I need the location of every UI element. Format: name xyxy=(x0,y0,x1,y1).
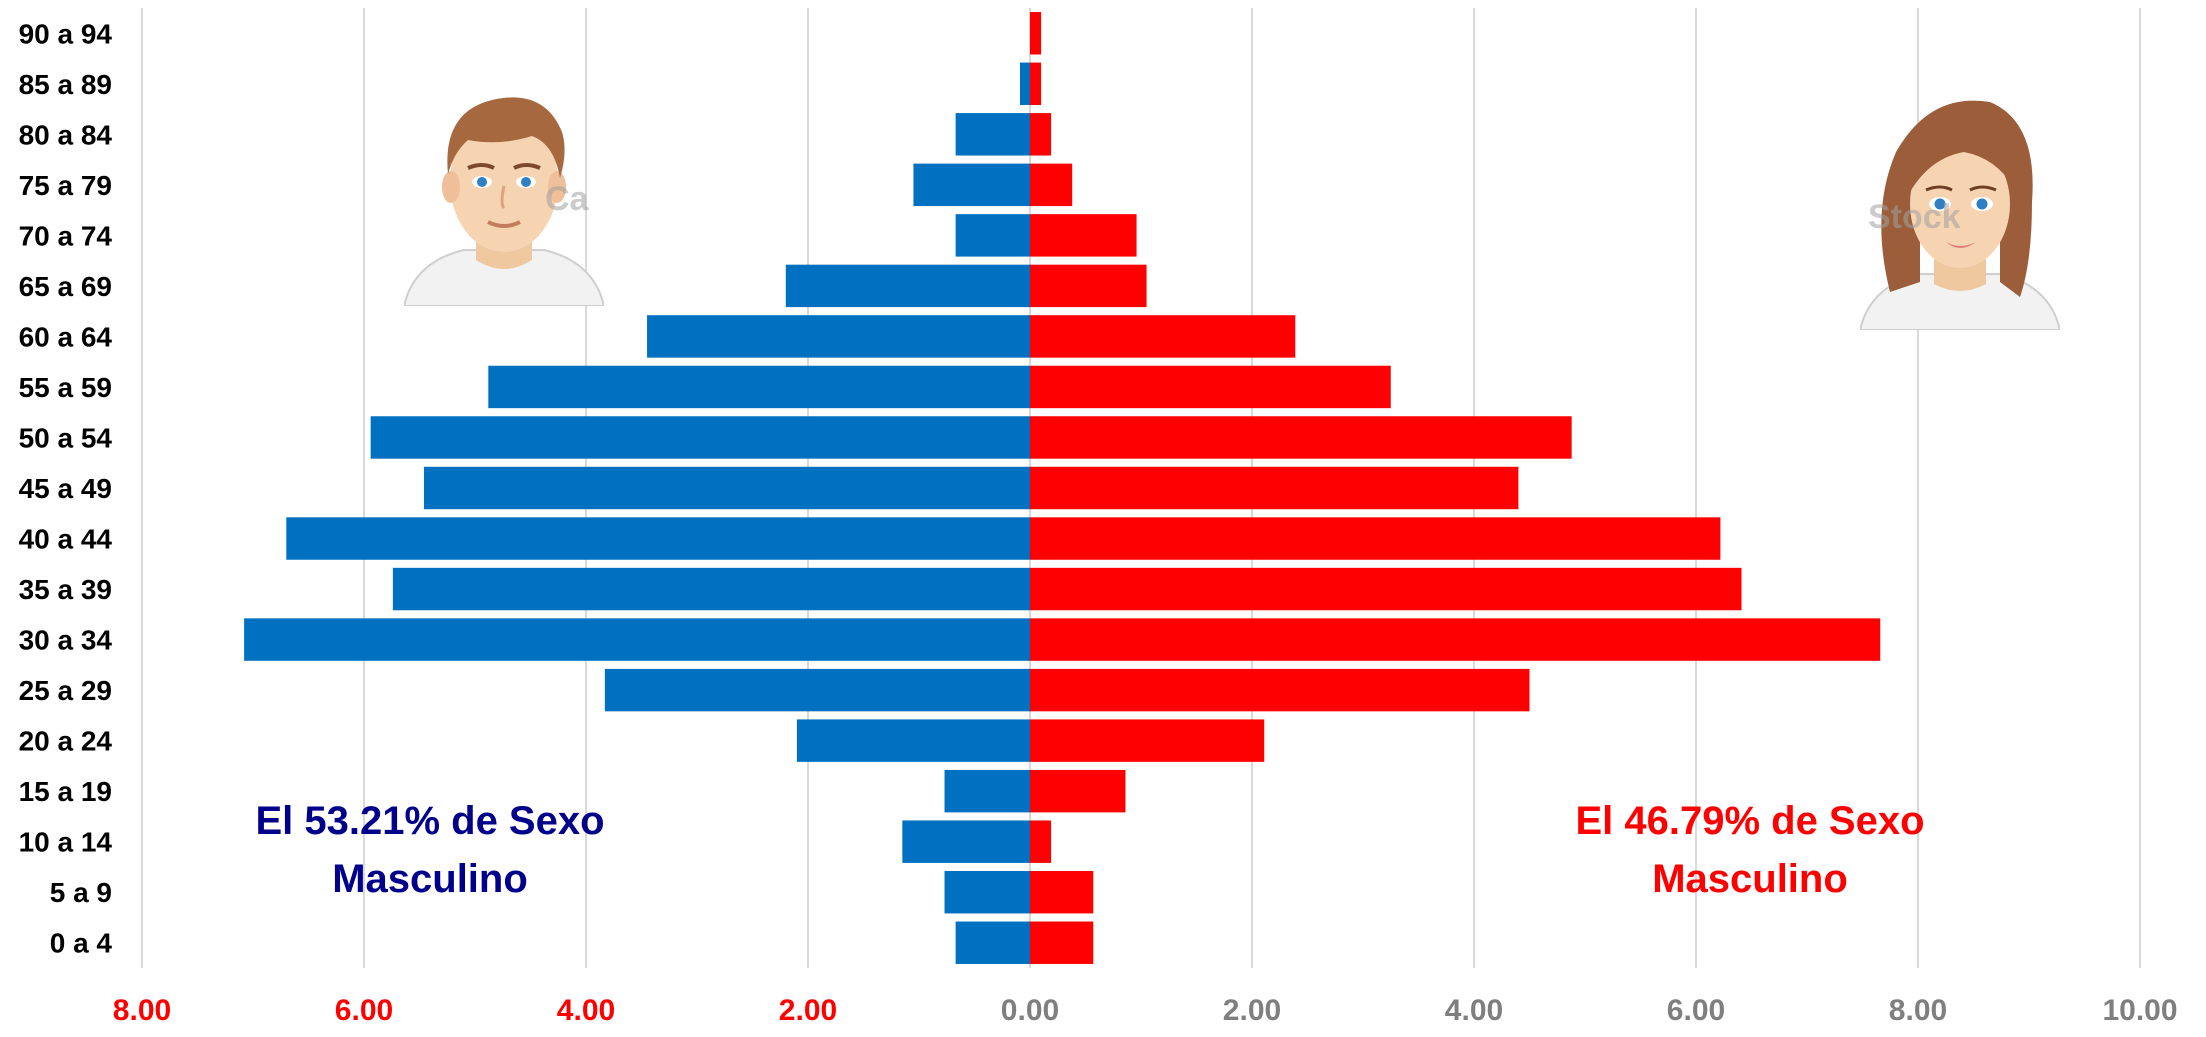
male-bar-50-a-54 xyxy=(370,416,1030,459)
y-tick-label: 85 a 89 xyxy=(19,69,112,100)
x-tick-label: 8.00 xyxy=(113,994,171,1027)
female-bar-30-a-34 xyxy=(1030,618,1881,661)
x-tick-label: 4.00 xyxy=(1445,994,1503,1027)
female-percentage-annotation: El 46.79% de Sexo Masculino xyxy=(1490,792,2010,908)
female-bar-5-a-9 xyxy=(1030,870,1094,914)
bars xyxy=(244,12,1881,964)
y-tick-label: 5 a 9 xyxy=(50,877,112,908)
y-tick-label: 40 a 44 xyxy=(19,524,113,555)
female-bar-60-a-64 xyxy=(1030,315,1296,358)
male-annotation-line1: El 53.21% de Sexo xyxy=(255,799,605,843)
x-tick-label: 0.00 xyxy=(1001,994,1059,1027)
watermark-left: Ca xyxy=(545,180,589,218)
female-bar-25-a-29 xyxy=(1030,668,1530,712)
male-annotation-line2: Masculino xyxy=(332,857,528,901)
female-bar-85-a-89 xyxy=(1030,62,1042,106)
female-bar-0-a-4 xyxy=(1030,921,1094,964)
female-bar-90-a-94 xyxy=(1030,12,1042,55)
y-tick-label: 45 a 49 xyxy=(19,473,112,504)
male-bar-25-a-29 xyxy=(604,668,1030,712)
male-bar-35-a-39 xyxy=(392,567,1030,611)
x-tick-label: 2.00 xyxy=(1223,994,1281,1027)
x-tick-label: 4.00 xyxy=(557,994,615,1027)
female-bar-70-a-74 xyxy=(1030,214,1137,257)
y-tick-label: 80 a 84 xyxy=(19,119,113,150)
male-bar-10-a-14 xyxy=(902,820,1030,863)
male-bar-80-a-84 xyxy=(955,113,1030,156)
y-tick-label: 35 a 39 xyxy=(19,574,112,605)
female-avatar-icon xyxy=(1860,100,2060,330)
y-axis-labels: 0 a 4 5 a 9 10 a 14 15 a 19 20 a 24 25 a 29 30… xyxy=(19,18,113,958)
male-avatar-icon xyxy=(404,97,604,306)
male-bar-70-a-74 xyxy=(955,214,1030,257)
male-bar-45-a-49 xyxy=(423,466,1030,510)
y-tick-label: 65 a 69 xyxy=(19,271,112,302)
male-bar-75-a-79 xyxy=(913,163,1030,207)
y-tick-label: 55 a 59 xyxy=(19,372,112,403)
y-tick-label: 0 a 4 xyxy=(50,928,113,959)
y-tick-label: 20 a 24 xyxy=(19,726,113,757)
y-tick-label: 90 a 94 xyxy=(19,18,113,49)
y-tick-label: 25 a 29 xyxy=(19,675,112,706)
female-bar-75-a-79 xyxy=(1030,163,1073,207)
y-tick-label: 50 a 54 xyxy=(19,422,113,453)
watermark-right: Stock xyxy=(1868,198,1961,236)
female-bar-35-a-39 xyxy=(1030,567,1742,611)
female-bar-65-a-69 xyxy=(1030,264,1147,308)
male-bar-40-a-44 xyxy=(286,517,1030,560)
male-bar-30-a-34 xyxy=(244,618,1030,661)
x-tick-label: 10.00 xyxy=(2102,994,2177,1027)
x-tick-label: 6.00 xyxy=(335,994,393,1027)
x-tick-label: 8.00 xyxy=(1889,994,1947,1027)
female-annotation-line1: El 46.79% de Sexo xyxy=(1575,799,1925,843)
female-bar-15-a-19 xyxy=(1030,769,1126,813)
male-percentage-annotation: El 53.21% de Sexo Masculino xyxy=(170,792,690,908)
female-annotation-line2: Masculino xyxy=(1652,857,1848,901)
y-tick-label: 70 a 74 xyxy=(19,220,113,251)
male-bar-20-a-24 xyxy=(796,719,1030,762)
male-bar-65-a-69 xyxy=(785,264,1030,308)
x-tick-label: 2.00 xyxy=(779,994,837,1027)
x-tick-label: 6.00 xyxy=(1667,994,1725,1027)
y-tick-label: 60 a 64 xyxy=(19,321,113,352)
male-bar-60-a-64 xyxy=(647,315,1030,358)
x-axis-labels: 8.00 6.00 4.00 2.00 0.00 2.00 4.00 6.00 8.00 10.0… xyxy=(113,994,2178,1027)
female-bar-80-a-84 xyxy=(1030,113,1052,156)
female-bar-55-a-59 xyxy=(1030,365,1391,409)
y-tick-label: 15 a 19 xyxy=(19,776,112,807)
female-bar-10-a-14 xyxy=(1030,820,1052,863)
y-tick-label: 10 a 14 xyxy=(19,827,113,858)
male-bar-85-a-89 xyxy=(1020,62,1030,106)
male-bar-15-a-19 xyxy=(944,769,1030,813)
male-bar-55-a-59 xyxy=(488,365,1030,409)
female-bar-50-a-54 xyxy=(1030,416,1572,459)
y-tick-label: 75 a 79 xyxy=(19,170,112,201)
female-bar-40-a-44 xyxy=(1030,517,1721,560)
male-bar-5-a-9 xyxy=(944,870,1030,914)
female-bar-45-a-49 xyxy=(1030,466,1519,510)
female-bar-20-a-24 xyxy=(1030,719,1265,762)
y-tick-label: 30 a 34 xyxy=(19,625,113,656)
male-bar-0-a-4 xyxy=(955,921,1030,964)
